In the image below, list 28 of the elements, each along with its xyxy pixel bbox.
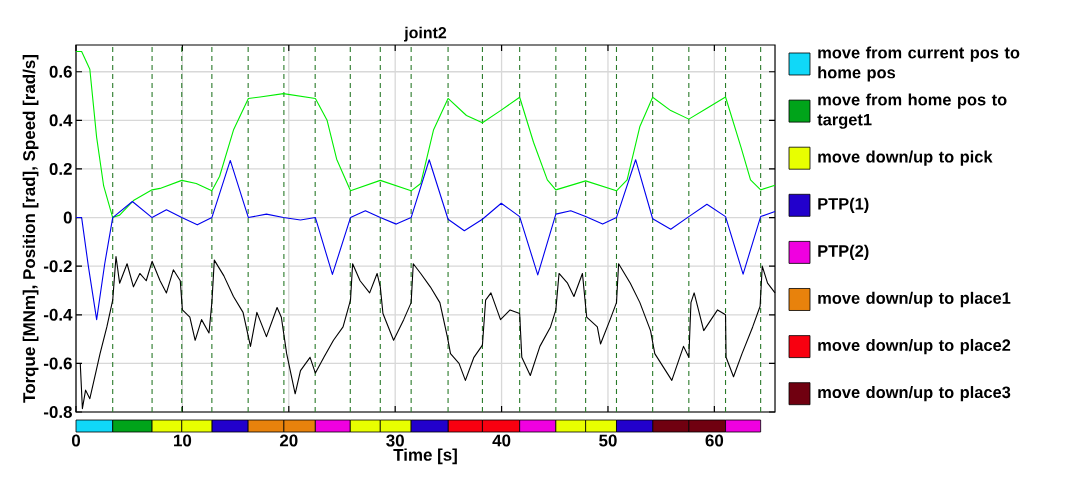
y-tick-label: 0.6 — [49, 65, 72, 78]
legend-label: PTP(2) — [818, 244, 869, 261]
legend-label: move down/up to pick — [818, 150, 993, 166]
y-tick-label: 0.4 — [49, 114, 73, 127]
legend-label: move down/up to place1 — [818, 291, 1011, 308]
x-tick-label: 10 — [174, 434, 192, 447]
y-tick-label: -0.4 — [43, 308, 73, 321]
x-axis-title: Time [s] — [393, 448, 457, 465]
x-tick-label: 30 — [386, 434, 404, 447]
y-tick-label: -0.8 — [43, 406, 72, 418]
legend-label: move from current pos to home pos — [818, 46, 1020, 82]
chart-title: joint2 — [404, 26, 447, 42]
legend-label: PTP(1) — [818, 197, 869, 213]
x-tick-label: 20 — [279, 434, 298, 447]
y-tick-label: 0.2 — [49, 162, 72, 175]
y-tick-label: -0.6 — [43, 357, 72, 370]
x-tick-label: 60 — [705, 434, 724, 447]
x-tick-label: 40 — [492, 434, 511, 447]
x-tick-label: 50 — [599, 434, 617, 447]
legend-label: move down/up to place2 — [818, 338, 1011, 355]
y-tick-label: 0 — [63, 211, 72, 224]
legend-label: move down/up to place3 — [818, 386, 1011, 402]
legend-label: move from home pos to target1 — [817, 93, 1007, 129]
y-tick-label: -0.2 — [43, 260, 72, 273]
line-series — [75, 51, 776, 219]
line-series — [75, 159, 776, 321]
x-tick-label: 0 — [71, 434, 81, 447]
y-axis-title: Torque [MNm], Position [rad], Speed [rad/s] — [22, 55, 39, 403]
